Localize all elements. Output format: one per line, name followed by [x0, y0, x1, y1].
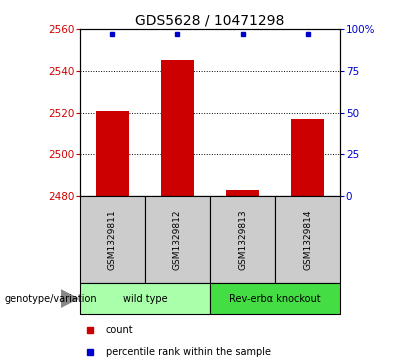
Text: GSM1329814: GSM1329814	[303, 209, 312, 270]
Bar	[226, 190, 259, 196]
Text: GSM1329812: GSM1329812	[173, 209, 182, 270]
Bar	[161, 60, 194, 196]
Text: wild type: wild type	[123, 294, 167, 303]
Text: percentile rank within the sample: percentile rank within the sample	[106, 347, 271, 356]
FancyBboxPatch shape	[275, 196, 340, 283]
Title: GDS5628 / 10471298: GDS5628 / 10471298	[135, 14, 285, 28]
FancyBboxPatch shape	[80, 283, 210, 314]
Text: Rev-erbα knockout: Rev-erbα knockout	[229, 294, 321, 303]
Text: GSM1329813: GSM1329813	[238, 209, 247, 270]
Text: GSM1329811: GSM1329811	[108, 209, 117, 270]
FancyBboxPatch shape	[210, 283, 340, 314]
Text: count: count	[106, 325, 134, 335]
Text: genotype/variation: genotype/variation	[4, 294, 97, 303]
FancyBboxPatch shape	[210, 196, 275, 283]
FancyBboxPatch shape	[145, 196, 210, 283]
Polygon shape	[61, 290, 78, 307]
Bar	[96, 111, 129, 196]
FancyBboxPatch shape	[80, 196, 145, 283]
Bar	[291, 119, 324, 196]
